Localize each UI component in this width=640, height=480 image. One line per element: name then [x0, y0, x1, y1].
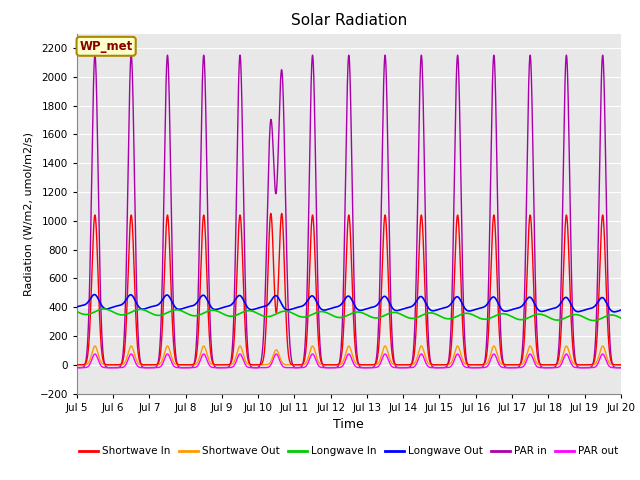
Text: WP_met: WP_met	[79, 40, 132, 53]
Legend: Shortwave In, Shortwave Out, Longwave In, Longwave Out, PAR in, PAR out: Shortwave In, Shortwave Out, Longwave In…	[76, 442, 622, 460]
X-axis label: Time: Time	[333, 418, 364, 431]
Y-axis label: Radiation (W/m2, umol/m2/s): Radiation (W/m2, umol/m2/s)	[24, 132, 34, 296]
Title: Solar Radiation: Solar Radiation	[291, 13, 407, 28]
